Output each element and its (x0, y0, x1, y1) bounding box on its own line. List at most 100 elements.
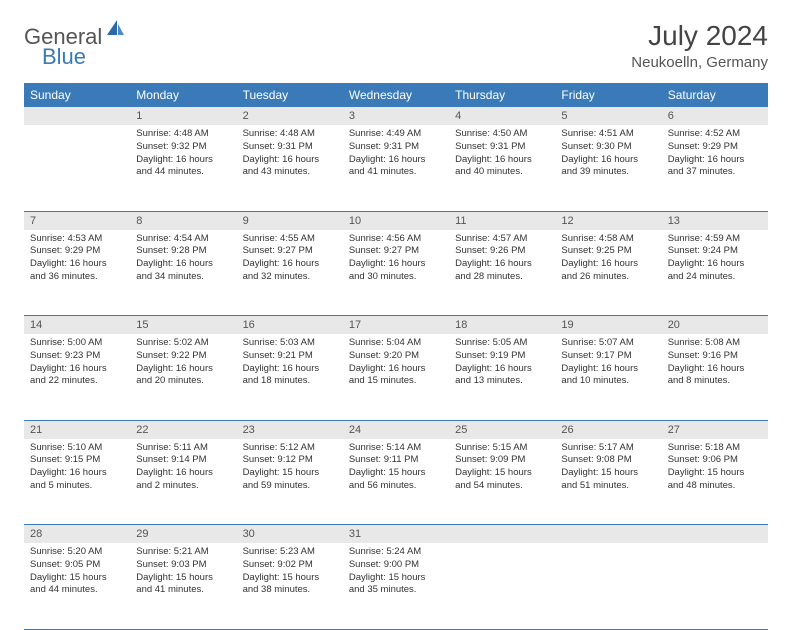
day-line: Sunrise: 5:11 AM (136, 442, 230, 455)
day-line: Sunrise: 5:07 AM (561, 337, 655, 350)
day-line: and 54 minutes. (455, 480, 549, 493)
daynum-cell (24, 107, 130, 125)
day-line: Daylight: 16 hours (561, 363, 655, 376)
weekday-header: Sunday (24, 83, 130, 107)
day-cell: Sunrise: 4:48 AMSunset: 9:32 PMDaylight:… (130, 125, 236, 211)
day-content: Sunrise: 5:24 AMSunset: 9:00 PMDaylight:… (343, 543, 449, 603)
day-cell (24, 125, 130, 211)
day-line: and 26 minutes. (561, 271, 655, 284)
daynum-cell: 29 (130, 525, 236, 544)
day-cell: Sunrise: 5:02 AMSunset: 9:22 PMDaylight:… (130, 334, 236, 420)
day-cell: Sunrise: 5:00 AMSunset: 9:23 PMDaylight:… (24, 334, 130, 420)
day-line: Sunset: 9:27 PM (243, 245, 337, 258)
day-line: Daylight: 15 hours (455, 467, 549, 480)
daynum-cell: 21 (24, 420, 130, 439)
daynum-cell: 17 (343, 316, 449, 335)
day-line: Sunset: 9:29 PM (668, 141, 762, 154)
day-content: Sunrise: 4:55 AMSunset: 9:27 PMDaylight:… (237, 230, 343, 290)
day-number: 22 (130, 421, 236, 439)
day-content-row: Sunrise: 5:20 AMSunset: 9:05 PMDaylight:… (24, 543, 768, 629)
day-cell: Sunrise: 5:08 AMSunset: 9:16 PMDaylight:… (662, 334, 768, 420)
day-number: 19 (555, 316, 661, 334)
day-line: Sunrise: 4:50 AM (455, 128, 549, 141)
location: Neukoelln, Germany (631, 54, 768, 71)
daynum-cell: 3 (343, 107, 449, 125)
day-line: Daylight: 15 hours (243, 467, 337, 480)
day-number: 10 (343, 212, 449, 230)
day-cell: Sunrise: 5:04 AMSunset: 9:20 PMDaylight:… (343, 334, 449, 420)
day-line: and 38 minutes. (243, 584, 337, 597)
day-number: 2 (237, 107, 343, 125)
day-content: Sunrise: 4:58 AMSunset: 9:25 PMDaylight:… (555, 230, 661, 290)
day-line: Daylight: 16 hours (561, 258, 655, 271)
day-line: Daylight: 15 hours (668, 467, 762, 480)
day-line: Sunset: 9:15 PM (30, 454, 124, 467)
day-number (662, 525, 768, 531)
day-line: and 41 minutes. (136, 584, 230, 597)
day-cell: Sunrise: 5:07 AMSunset: 9:17 PMDaylight:… (555, 334, 661, 420)
daynum-cell: 8 (130, 211, 236, 230)
day-cell: Sunrise: 5:15 AMSunset: 9:09 PMDaylight:… (449, 439, 555, 525)
day-content (555, 543, 661, 552)
day-line: Sunset: 9:08 PM (561, 454, 655, 467)
daynum-cell: 16 (237, 316, 343, 335)
day-number: 5 (555, 107, 661, 125)
day-number: 30 (237, 525, 343, 543)
day-number: 29 (130, 525, 236, 543)
day-line: and 34 minutes. (136, 271, 230, 284)
weekday-header: Saturday (662, 83, 768, 107)
day-number: 9 (237, 212, 343, 230)
daynum-row: 123456 (24, 107, 768, 125)
day-content: Sunrise: 5:21 AMSunset: 9:03 PMDaylight:… (130, 543, 236, 603)
day-number: 31 (343, 525, 449, 543)
header: General July 2024 Neukoelln, Germany (24, 20, 768, 71)
day-line: Daylight: 15 hours (136, 572, 230, 585)
daynum-cell (449, 525, 555, 544)
day-number: 27 (662, 421, 768, 439)
daynum-cell: 25 (449, 420, 555, 439)
day-line: Sunset: 9:32 PM (136, 141, 230, 154)
day-line: Daylight: 16 hours (243, 154, 337, 167)
day-number: 1 (130, 107, 236, 125)
day-content: Sunrise: 5:00 AMSunset: 9:23 PMDaylight:… (24, 334, 130, 394)
day-content: Sunrise: 4:54 AMSunset: 9:28 PMDaylight:… (130, 230, 236, 290)
day-number: 25 (449, 421, 555, 439)
day-content: Sunrise: 5:11 AMSunset: 9:14 PMDaylight:… (130, 439, 236, 499)
day-cell: Sunrise: 5:24 AMSunset: 9:00 PMDaylight:… (343, 543, 449, 629)
day-line: Daylight: 16 hours (243, 258, 337, 271)
day-line: Daylight: 16 hours (30, 258, 124, 271)
day-number: 23 (237, 421, 343, 439)
day-content: Sunrise: 5:14 AMSunset: 9:11 PMDaylight:… (343, 439, 449, 499)
day-number: 4 (449, 107, 555, 125)
day-content: Sunrise: 4:57 AMSunset: 9:26 PMDaylight:… (449, 230, 555, 290)
day-line: and 24 minutes. (668, 271, 762, 284)
day-line: Sunrise: 4:51 AM (561, 128, 655, 141)
day-line: Sunrise: 5:05 AM (455, 337, 549, 350)
day-cell: Sunrise: 5:12 AMSunset: 9:12 PMDaylight:… (237, 439, 343, 525)
day-line: Sunrise: 5:12 AM (243, 442, 337, 455)
day-line: Sunrise: 4:57 AM (455, 233, 549, 246)
day-content: Sunrise: 5:05 AMSunset: 9:19 PMDaylight:… (449, 334, 555, 394)
day-number: 3 (343, 107, 449, 125)
daynum-row: 28293031 (24, 525, 768, 544)
daynum-cell: 14 (24, 316, 130, 335)
day-content: Sunrise: 4:53 AMSunset: 9:29 PMDaylight:… (24, 230, 130, 290)
day-content: Sunrise: 4:48 AMSunset: 9:31 PMDaylight:… (237, 125, 343, 185)
day-line: and 28 minutes. (455, 271, 549, 284)
day-line: and 18 minutes. (243, 375, 337, 388)
day-line: and 35 minutes. (349, 584, 443, 597)
day-line: Sunrise: 5:10 AM (30, 442, 124, 455)
daynum-cell: 9 (237, 211, 343, 230)
day-line: and 15 minutes. (349, 375, 443, 388)
day-line: Sunrise: 4:55 AM (243, 233, 337, 246)
day-line: Sunset: 9:03 PM (136, 559, 230, 572)
day-line: Daylight: 16 hours (349, 154, 443, 167)
day-line: Sunrise: 5:14 AM (349, 442, 443, 455)
day-line: Sunrise: 5:03 AM (243, 337, 337, 350)
day-line: Sunset: 9:16 PM (668, 350, 762, 363)
day-line: Sunrise: 5:04 AM (349, 337, 443, 350)
daynum-cell: 12 (555, 211, 661, 230)
weekday-header: Tuesday (237, 83, 343, 107)
day-cell: Sunrise: 4:50 AMSunset: 9:31 PMDaylight:… (449, 125, 555, 211)
day-line: Daylight: 16 hours (455, 154, 549, 167)
